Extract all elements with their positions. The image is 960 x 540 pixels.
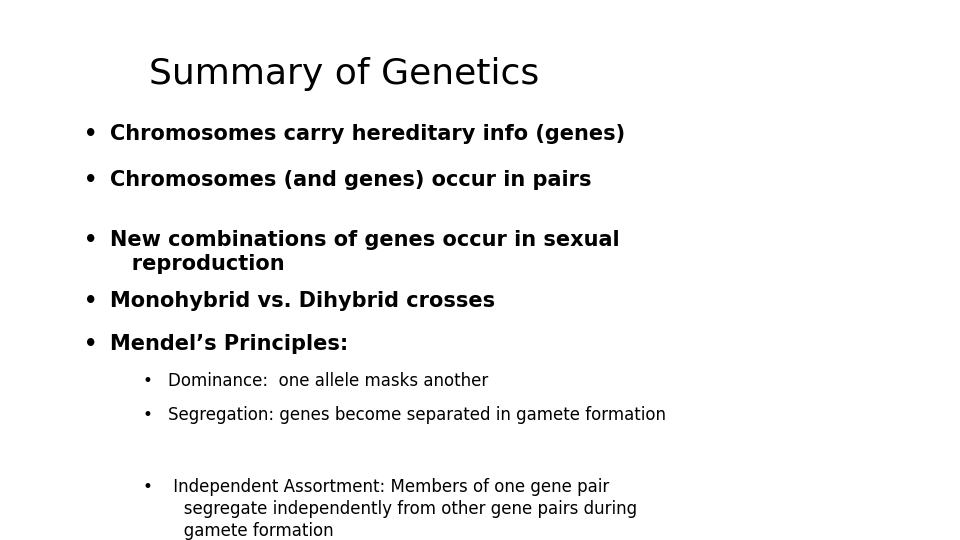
- Text: Chromosomes carry hereditary info (genes): Chromosomes carry hereditary info (genes…: [110, 124, 626, 144]
- Text: •: •: [142, 372, 152, 389]
- Text: •: •: [84, 230, 98, 249]
- Text: •: •: [84, 291, 98, 310]
- Text: Summary of Genetics: Summary of Genetics: [149, 57, 540, 91]
- Text: •: •: [84, 124, 98, 144]
- Text: •: •: [84, 170, 98, 190]
- Text: Monohybrid vs. Dihybrid crosses: Monohybrid vs. Dihybrid crosses: [110, 291, 495, 310]
- Text: Mendel’s Principles:: Mendel’s Principles:: [110, 334, 348, 354]
- Text: •: •: [142, 406, 152, 424]
- Text: •: •: [84, 334, 98, 354]
- Text: Chromosomes (and genes) occur in pairs: Chromosomes (and genes) occur in pairs: [110, 170, 592, 190]
- Text: Dominance:  one allele masks another: Dominance: one allele masks another: [168, 372, 489, 389]
- Text: Segregation: genes become separated in gamete formation: Segregation: genes become separated in g…: [168, 406, 666, 424]
- Text: •: •: [142, 478, 152, 496]
- Text: Independent Assortment: Members of one gene pair
   segregate independently from: Independent Assortment: Members of one g…: [168, 478, 637, 540]
- Text: New combinations of genes occur in sexual
   reproduction: New combinations of genes occur in sexua…: [110, 230, 620, 274]
